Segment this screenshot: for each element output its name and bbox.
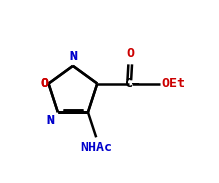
Text: NHAc: NHAc xyxy=(80,141,112,154)
Text: O: O xyxy=(41,77,48,90)
Text: N: N xyxy=(47,114,55,127)
Text: N: N xyxy=(69,50,77,63)
Text: O: O xyxy=(126,47,134,60)
Text: —: — xyxy=(132,77,139,90)
Text: O: O xyxy=(41,77,48,90)
Text: C: C xyxy=(125,77,133,90)
Text: N: N xyxy=(69,50,77,63)
Text: N: N xyxy=(47,114,55,127)
Text: OEt: OEt xyxy=(161,77,185,90)
